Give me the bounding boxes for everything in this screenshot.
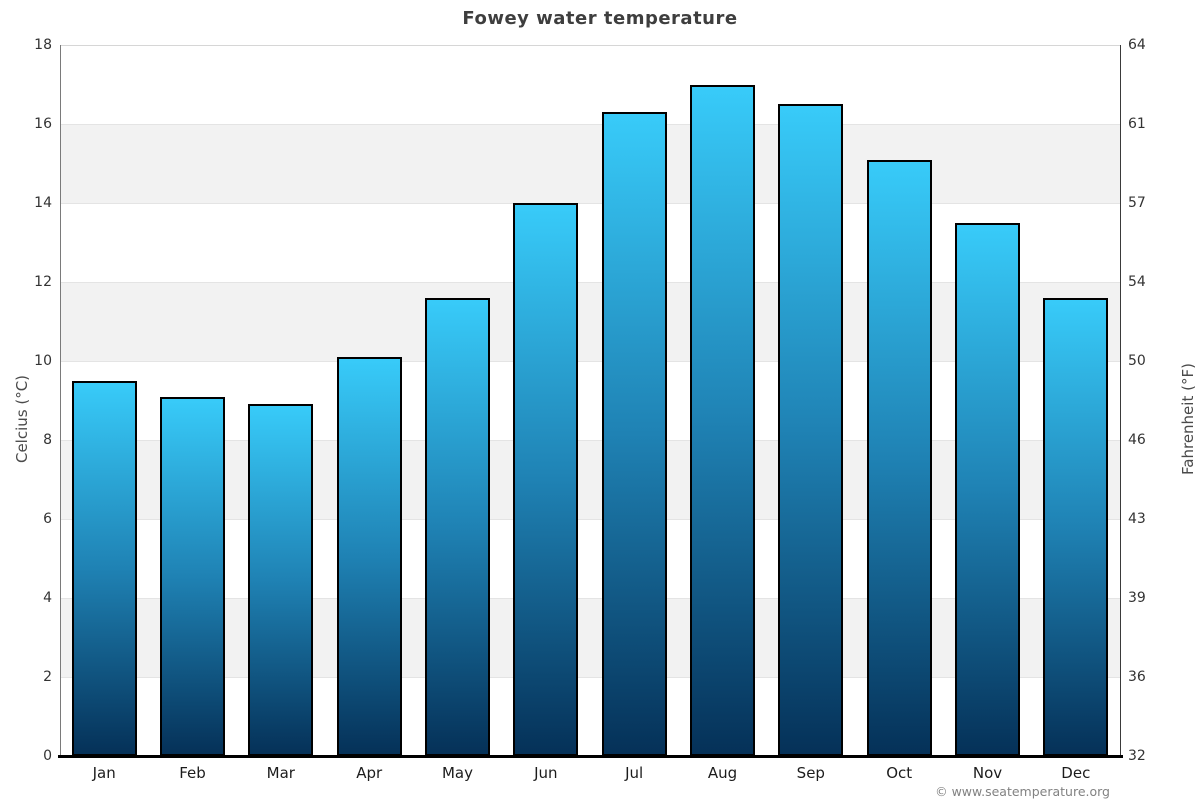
gridline-6 xyxy=(60,519,1120,520)
ytick-celsius-14: 14 xyxy=(34,195,52,211)
ytick-celsius-12: 12 xyxy=(34,274,52,290)
ytick-celsius-4: 4 xyxy=(43,590,52,606)
ytick-fahrenheit-36: 36 xyxy=(1128,669,1146,685)
plot-band xyxy=(60,598,1120,677)
bar-sep[interactable] xyxy=(778,104,844,756)
bottom-axis-line xyxy=(58,755,1123,758)
gridline-8 xyxy=(60,440,1120,441)
gridline-16 xyxy=(60,124,1120,125)
ytick-celsius-6: 6 xyxy=(43,511,52,527)
bar-dec[interactable] xyxy=(1043,297,1109,756)
y-axis-title-fahrenheit: Fahrenheit (°F) xyxy=(1179,363,1197,475)
bar-jun[interactable] xyxy=(513,203,579,756)
xtick-aug: Aug xyxy=(707,764,738,782)
gridline-12 xyxy=(60,282,1120,283)
ytick-fahrenheit-43: 43 xyxy=(1128,511,1146,527)
gridline-10 xyxy=(60,361,1120,362)
plot-band xyxy=(60,282,1120,361)
copyright-credit-link[interactable]: © www.seatemperature.org xyxy=(935,784,1110,799)
ytick-celsius-8: 8 xyxy=(43,432,52,448)
ytick-fahrenheit-50: 50 xyxy=(1128,353,1146,369)
bar-may[interactable] xyxy=(425,297,490,756)
ytick-celsius-0: 0 xyxy=(43,748,52,764)
ytick-celsius-2: 2 xyxy=(43,669,52,685)
bar-aug[interactable] xyxy=(690,84,755,756)
ytick-fahrenheit-54: 54 xyxy=(1128,274,1146,290)
ytick-fahrenheit-39: 39 xyxy=(1128,590,1146,606)
ytick-fahrenheit-64: 64 xyxy=(1128,37,1146,53)
y-axis-title-celsius: Celcius (°C) xyxy=(13,374,31,464)
plot-area xyxy=(60,45,1120,756)
xtick-mar: Mar xyxy=(266,764,295,782)
xtick-jul: Jul xyxy=(625,764,644,782)
xtick-jun: Jun xyxy=(534,764,558,782)
xtick-jan: Jan xyxy=(92,764,116,782)
xtick-oct: Oct xyxy=(886,764,913,782)
gridline-14 xyxy=(60,203,1120,204)
bar-jan[interactable] xyxy=(71,380,137,756)
ytick-celsius-16: 16 xyxy=(34,116,52,132)
xtick-may: May xyxy=(441,764,473,782)
ytick-fahrenheit-32: 32 xyxy=(1128,748,1146,764)
plot-band xyxy=(60,440,1120,519)
gridline-18 xyxy=(60,45,1120,46)
bar-feb[interactable] xyxy=(160,396,225,756)
ytick-fahrenheit-57: 57 xyxy=(1128,195,1146,211)
gridline-4 xyxy=(60,598,1120,599)
plot-band xyxy=(60,124,1120,203)
ytick-celsius-18: 18 xyxy=(34,37,52,53)
right-axis-line xyxy=(1120,45,1121,756)
bar-mar[interactable] xyxy=(248,404,314,756)
bar-oct[interactable] xyxy=(866,159,932,756)
ytick-fahrenheit-61: 61 xyxy=(1128,116,1146,132)
xtick-sep: Sep xyxy=(796,764,825,782)
bar-nov[interactable] xyxy=(955,222,1020,756)
gridline-2 xyxy=(60,677,1120,678)
left-axis-line xyxy=(60,45,61,756)
xtick-nov: Nov xyxy=(972,764,1003,782)
bar-apr[interactable] xyxy=(336,357,402,756)
xtick-apr: Apr xyxy=(356,764,383,782)
bar-jul[interactable] xyxy=(601,112,667,756)
xtick-feb: Feb xyxy=(179,764,206,782)
chart-title: Fowey water temperature xyxy=(462,8,738,29)
ytick-fahrenheit-46: 46 xyxy=(1128,432,1146,448)
xtick-dec: Dec xyxy=(1061,764,1091,782)
ytick-celsius-10: 10 xyxy=(34,353,52,369)
